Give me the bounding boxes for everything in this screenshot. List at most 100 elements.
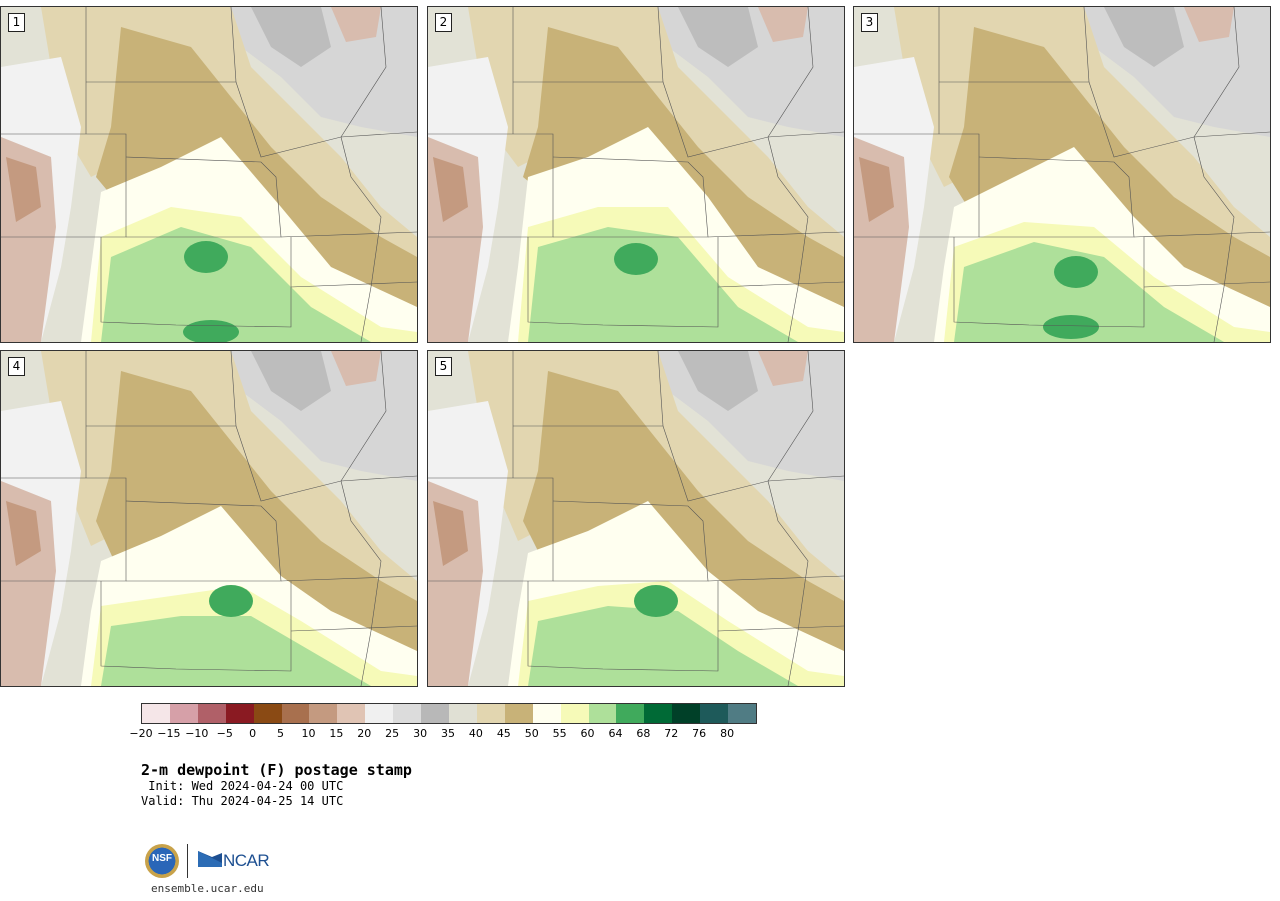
map-panel-3: 3 xyxy=(853,6,1271,343)
dewpoint-map-4 xyxy=(1,351,417,686)
colorbar-tick-label: 10 xyxy=(301,727,316,740)
state-border xyxy=(717,281,844,288)
river-border xyxy=(340,351,387,686)
colorbar-swatch xyxy=(365,704,394,723)
nsf-logo-text: NSF xyxy=(152,853,172,864)
dry-brown-patch xyxy=(331,7,381,42)
dewpoint-map-1 xyxy=(1,7,417,342)
high-dewpoint-core xyxy=(634,585,678,617)
high-dewpoint-core xyxy=(614,243,658,275)
state-border xyxy=(235,81,417,158)
colorbar-swatch xyxy=(142,704,170,723)
dry-gray-dark xyxy=(1104,7,1184,67)
colorbar-swatch xyxy=(309,704,338,723)
colorbar-tick-label: −10 xyxy=(185,727,209,740)
panel-number-3: 3 xyxy=(861,13,878,32)
colorbar-swatch xyxy=(728,704,756,723)
state-border xyxy=(978,156,1135,238)
state-border xyxy=(854,133,980,238)
river-border xyxy=(1193,7,1240,342)
colorbar-tick-label: 55 xyxy=(552,727,567,740)
dry-mountain-core xyxy=(859,157,894,222)
colorbar-tick-label: 50 xyxy=(524,727,539,740)
colorbar-swatch xyxy=(448,704,477,723)
panel-number-2: 2 xyxy=(435,13,452,32)
state-border xyxy=(280,231,417,238)
state-border xyxy=(707,575,844,582)
map-panel-5: 5 xyxy=(427,350,845,687)
colorbar-swatch xyxy=(560,704,589,723)
green-moist-region xyxy=(528,227,798,342)
state-border xyxy=(552,156,709,238)
colorbar-tick-label: −20 xyxy=(129,727,153,740)
colorbar-tick-label: 76 xyxy=(692,727,707,740)
state-border xyxy=(428,133,554,238)
river-border xyxy=(340,7,387,342)
state-border xyxy=(100,237,292,328)
dry-brown-patch xyxy=(331,351,381,386)
river-border xyxy=(767,7,814,342)
colorbar-swatch xyxy=(281,704,310,723)
colorbar-swatch xyxy=(169,704,198,723)
panel-number-4: 4 xyxy=(8,357,25,376)
state-border xyxy=(1,133,127,238)
colorbar-swatch xyxy=(476,704,505,723)
dewpoint-map-2 xyxy=(428,7,844,342)
dry-brown-patch xyxy=(758,351,808,386)
state-border xyxy=(290,625,417,632)
dry-gray-dark xyxy=(251,351,331,411)
figure-title: 2-m dewpoint (F) postage stamp xyxy=(141,761,412,779)
valid-time: Valid: Thu 2024-04-25 14 UTC xyxy=(141,794,344,808)
state-border xyxy=(290,281,417,288)
colorbar-swatch xyxy=(532,704,561,723)
state-border xyxy=(552,500,709,582)
map-panel-2: 2 xyxy=(427,6,845,343)
panel-number-1: 1 xyxy=(8,13,25,32)
colorbar-tick-label: 72 xyxy=(664,727,679,740)
panel-number-5: 5 xyxy=(435,357,452,376)
state-border xyxy=(527,237,719,328)
dry-mountain-core xyxy=(433,501,468,566)
ncar-mark-icon xyxy=(198,851,222,867)
dry-gray-dark xyxy=(678,351,758,411)
colorbar-swatch xyxy=(393,704,422,723)
colorbar-tick-label: 80 xyxy=(720,727,735,740)
colorbar-swatch xyxy=(337,704,366,723)
green-moist-region xyxy=(954,242,1224,342)
colorbar-tick-label: 35 xyxy=(441,727,455,740)
state-border xyxy=(280,575,417,582)
colorbar-tick-label: 30 xyxy=(413,727,428,740)
colorbar-swatch xyxy=(616,704,645,723)
logo-divider xyxy=(187,844,188,878)
colorbar-tick-label: 68 xyxy=(636,727,651,740)
high-dewpoint-core xyxy=(209,585,253,617)
state-border xyxy=(428,477,554,582)
dewpoint-map-3 xyxy=(854,7,1270,342)
nsf-seal-icon xyxy=(145,844,179,878)
map-panel-4: 4 xyxy=(0,350,418,687)
state-border xyxy=(662,81,844,158)
state-border xyxy=(1,477,127,582)
colorbar-swatch xyxy=(225,704,254,723)
state-border xyxy=(1088,81,1270,158)
state-border xyxy=(100,581,292,672)
dry-mountain-core xyxy=(433,157,468,222)
green-moist-region xyxy=(101,227,371,342)
green-moist-region xyxy=(528,606,798,686)
state-border xyxy=(1133,231,1270,238)
state-border xyxy=(1143,281,1270,288)
high-dewpoint-core-south xyxy=(1043,315,1099,339)
site-url: ensemble.ucar.edu xyxy=(151,882,264,895)
colorbar-tick-label: 0 xyxy=(249,727,257,740)
colorbar-swatch xyxy=(253,704,282,723)
high-dewpoint-core xyxy=(1054,256,1098,288)
state-border xyxy=(125,500,282,582)
colorbar-tick-label: 5 xyxy=(277,727,285,740)
sponsor-logos: NSF NCAR xyxy=(143,842,283,880)
tan-dark-band xyxy=(523,27,844,307)
colorbar-tick-label: 60 xyxy=(580,727,595,740)
colorbar-tick-label: 45 xyxy=(496,727,511,740)
dewpoint-map-5 xyxy=(428,351,844,686)
colorbar-tick-label: 64 xyxy=(608,727,623,740)
state-border xyxy=(125,156,282,238)
